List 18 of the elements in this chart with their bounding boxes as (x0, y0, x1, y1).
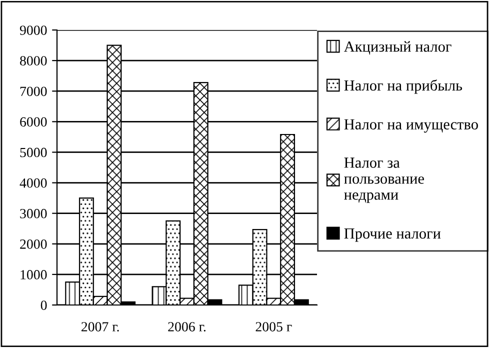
y-tick-label: 0 (40, 300, 47, 310)
legend-label: Акцизный налог (344, 41, 452, 55)
y-tick-label: 6000 (20, 117, 47, 127)
x-tick-label: 2005 г (256, 322, 292, 332)
y-tick-label: 3000 (20, 208, 47, 218)
legend-label: Налог на имущество (344, 119, 478, 133)
y-tick-label: 2000 (20, 239, 47, 249)
y-tick-label: 8000 (20, 56, 47, 66)
y-tick-label: 9000 (20, 26, 47, 35)
y-tick-label: 4000 (20, 178, 47, 188)
y-tick-label: 5000 (20, 148, 47, 158)
y-tick-label: 7000 (20, 86, 47, 96)
x-tick-label: 2006 г. (168, 322, 206, 332)
legend-label: Налог за пользование недрами (344, 158, 424, 203)
legend-label: Налог на прибыль (344, 80, 462, 94)
y-tick-label: 1000 (20, 270, 47, 280)
legend-label: Прочие налоги (344, 228, 441, 242)
x-tick-label: 2007 г. (82, 322, 119, 332)
